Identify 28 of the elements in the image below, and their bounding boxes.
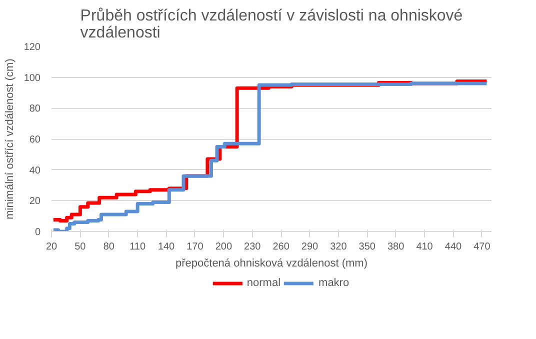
x-tick-label: 230 [244, 242, 262, 252]
x-tick-label: 410 [416, 242, 434, 252]
x-tick-label: 200 [215, 242, 232, 252]
y-tick-label: 80 [29, 104, 41, 115]
y-tick-label: 120 [24, 42, 41, 53]
legend-label: makro [318, 277, 350, 289]
x-tick-label: 380 [388, 242, 405, 252]
x-tick-label: 170 [186, 242, 204, 252]
legend-label: normal [246, 277, 281, 289]
x-tick-label: 440 [444, 242, 462, 252]
y-tick-label: 100 [24, 72, 41, 84]
y-tick-label: 0 [34, 227, 41, 238]
x-tick-label: 290 [301, 242, 319, 252]
x-tick-label: 260 [272, 242, 290, 252]
y-tick-label: 20 [29, 196, 41, 208]
x-tick-label: 50 [74, 242, 86, 252]
x-tick-label: 470 [474, 242, 491, 252]
x-tick-label: 350 [358, 242, 376, 252]
x-tick-label: 80 [103, 242, 115, 252]
y-tick-label: 60 [29, 134, 41, 146]
y-tick-label: 40 [29, 165, 41, 176]
x-tick-label: 20 [46, 242, 58, 252]
x-tick-label: 320 [330, 242, 348, 252]
chart-title: Průběh ostřících vzdáleností v závislosti na ohniskové vzdálenosti [80, 8, 463, 42]
x-tick-label: 140 [158, 242, 176, 252]
x-axis-title: přepočtená ohnisková vzdálenost (mm) [176, 258, 368, 270]
y-axis-title: minimální ostřící vzdálenost (cm) [4, 58, 16, 220]
x-tick-label: 110 [130, 242, 146, 252]
